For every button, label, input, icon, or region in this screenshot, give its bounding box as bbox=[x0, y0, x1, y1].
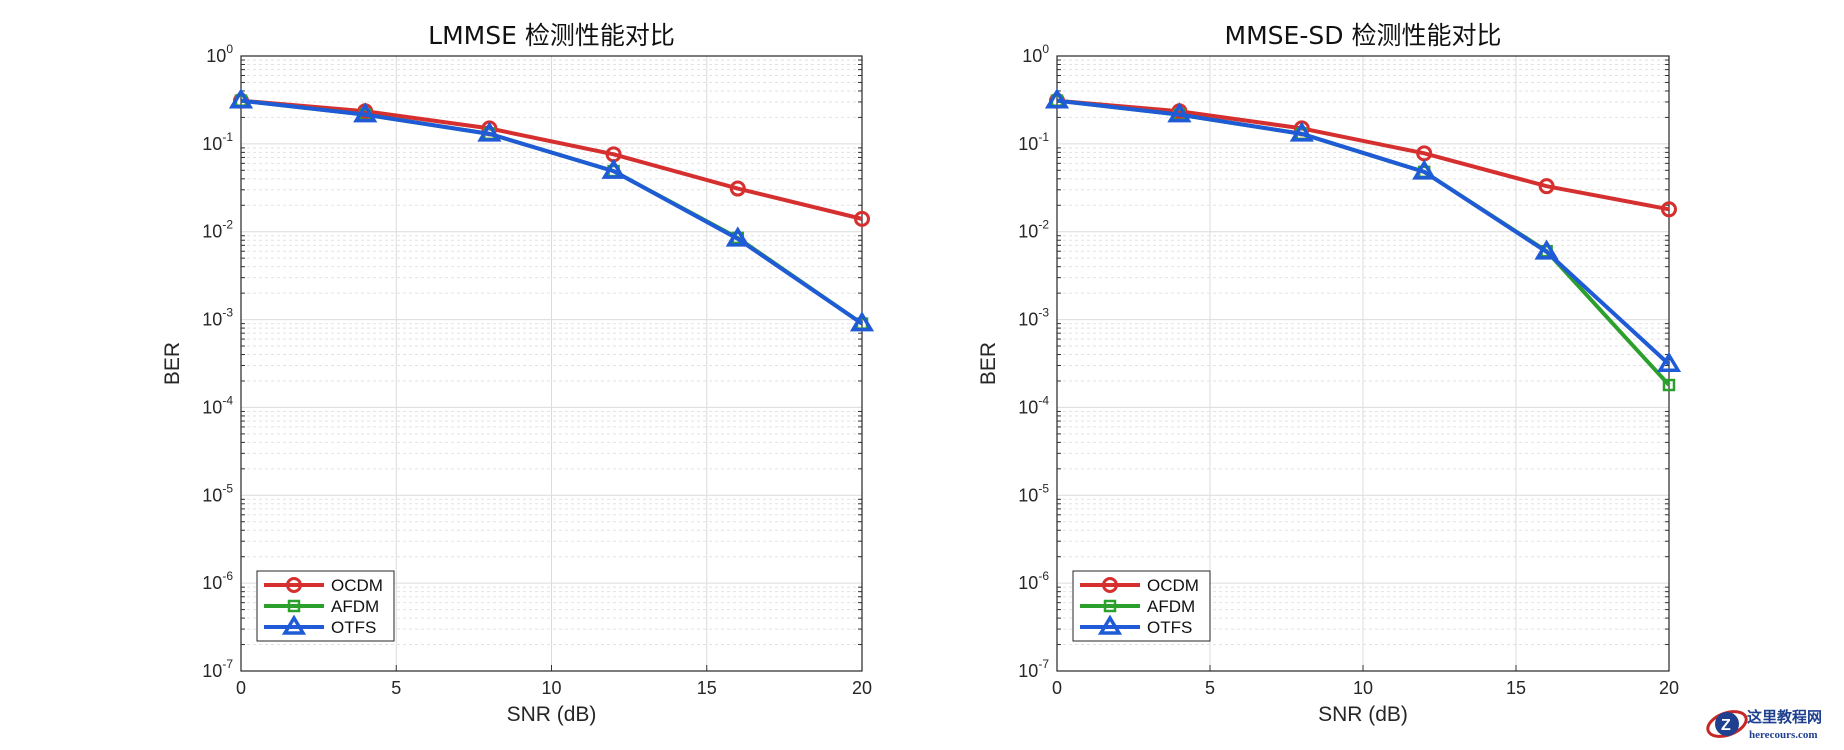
y-tick-label: 10-6 bbox=[202, 569, 233, 593]
y-tick-label: 10-3 bbox=[1018, 306, 1049, 330]
y-tick-exponent: -2 bbox=[222, 218, 233, 232]
y-tick-exponent: -6 bbox=[1038, 569, 1049, 583]
data-point-ocdm bbox=[1661, 201, 1677, 218]
y-tick-label: 10-3 bbox=[202, 306, 233, 330]
series-otfs bbox=[228, 88, 875, 332]
data-point-otfs bbox=[849, 311, 875, 332]
series-otfs bbox=[1044, 88, 1682, 373]
legend: OCDM AFDM OTFS bbox=[256, 570, 395, 642]
y-tick-label: 10-6 bbox=[1018, 569, 1049, 593]
chart-title: LMMSE 检测性能对比 bbox=[428, 21, 675, 50]
y-tick-exponent: -5 bbox=[1038, 481, 1049, 495]
y-tick-label: 10-4 bbox=[202, 393, 233, 417]
data-point-ocdm bbox=[729, 180, 746, 197]
y-axis-label: BER bbox=[161, 342, 184, 385]
y-tick-exponent: -2 bbox=[1038, 218, 1049, 232]
y-tick-exponent: -4 bbox=[1038, 393, 1049, 407]
watermark-title: 这里教程网 bbox=[1747, 708, 1822, 726]
y-tick-exponent: -4 bbox=[222, 393, 233, 407]
x-tick-label: 10 bbox=[1353, 678, 1373, 698]
y-tick-exponent: -7 bbox=[1038, 657, 1049, 671]
data-point-otfs bbox=[1289, 121, 1314, 142]
data-point-otfs bbox=[353, 102, 378, 123]
data-point-otfs bbox=[1534, 239, 1559, 260]
x-axis-label: SNR (dB) bbox=[1318, 703, 1408, 726]
legend: OCDM AFDM OTFS bbox=[1072, 570, 1211, 642]
y-tick-label: 10-7 bbox=[1018, 657, 1049, 681]
y-tick-exponent: -3 bbox=[222, 306, 233, 320]
data-point-otfs bbox=[725, 226, 750, 247]
legend-label: OTFS bbox=[1147, 618, 1192, 637]
y-tick-label: 10-1 bbox=[202, 130, 233, 154]
x-tick-label: 0 bbox=[236, 678, 246, 698]
legend-label: OCDM bbox=[331, 576, 383, 595]
x-tick-label: 5 bbox=[1205, 678, 1215, 698]
y-tick-label: 10-5 bbox=[202, 481, 233, 505]
y-tick-label: 100 bbox=[1022, 42, 1049, 66]
data-point-ocdm bbox=[1538, 178, 1555, 195]
data-point-ocdm bbox=[854, 210, 870, 227]
legend-label: AFDM bbox=[1147, 597, 1195, 616]
chart-title: MMSE-SD 检测性能对比 bbox=[1225, 21, 1502, 50]
x-tick-label: 20 bbox=[1659, 678, 1679, 698]
series-line-ocdm bbox=[240, 98, 863, 221]
y-tick-exponent: 0 bbox=[1042, 42, 1049, 56]
watermark-logo: Z 这里教程网 herecours.com bbox=[1705, 700, 1844, 748]
axes-box bbox=[240, 55, 863, 672]
svg-text:Z: Z bbox=[1721, 717, 1731, 734]
legend-marker bbox=[281, 614, 307, 635]
y-tick-exponent: -3 bbox=[1038, 306, 1049, 320]
y-tick-label: 100 bbox=[206, 42, 233, 66]
x-tick-label: 0 bbox=[1052, 678, 1062, 698]
y-tick-exponent: 0 bbox=[226, 42, 233, 56]
x-tick-label: 5 bbox=[391, 678, 401, 698]
series-line-otfs bbox=[240, 98, 864, 326]
x-axis-label: SNR (dB) bbox=[507, 703, 597, 726]
legend-marker bbox=[1097, 614, 1123, 635]
x-tick-label: 10 bbox=[541, 678, 561, 698]
legend-marker bbox=[1102, 577, 1118, 593]
legend-marker bbox=[1103, 599, 1117, 613]
y-tick-exponent: -1 bbox=[222, 130, 233, 144]
x-tick-label: 20 bbox=[852, 678, 872, 698]
legend-marker bbox=[287, 599, 301, 613]
data-point-otfs bbox=[1412, 159, 1437, 180]
legend-label: OTFS bbox=[331, 618, 376, 637]
y-tick-exponent: -1 bbox=[1038, 130, 1049, 144]
x-tick-label: 15 bbox=[697, 678, 717, 698]
data-point-otfs bbox=[1044, 88, 1070, 109]
data-point-otfs bbox=[601, 158, 626, 179]
watermark-url: herecours.com bbox=[1749, 729, 1818, 741]
y-tick-exponent: -7 bbox=[222, 657, 233, 671]
legend-label: AFDM bbox=[331, 597, 379, 616]
y-tick-label: 10-2 bbox=[1018, 218, 1049, 242]
y-tick-label: 10-7 bbox=[202, 657, 233, 681]
data-point-otfs bbox=[1656, 351, 1682, 373]
y-tick-label: 10-4 bbox=[1018, 393, 1049, 417]
y-tick-label: 10-2 bbox=[202, 218, 233, 242]
y-tick-label: 10-1 bbox=[1018, 130, 1049, 154]
y-tick-label: 10-5 bbox=[1018, 481, 1049, 505]
series-line-otfs bbox=[1056, 98, 1671, 366]
series-line-ocdm bbox=[1056, 98, 1670, 212]
data-point-otfs bbox=[1167, 102, 1192, 123]
data-point-afdm bbox=[1662, 378, 1676, 392]
y-tick-exponent: -5 bbox=[222, 481, 233, 495]
data-point-otfs bbox=[477, 121, 502, 142]
data-point-otfs bbox=[228, 88, 254, 109]
legend-label: OCDM bbox=[1147, 576, 1199, 595]
y-axis-label: BER bbox=[977, 342, 1000, 385]
legend-marker bbox=[286, 577, 302, 593]
x-tick-label: 15 bbox=[1506, 678, 1526, 698]
y-tick-exponent: -6 bbox=[222, 569, 233, 583]
